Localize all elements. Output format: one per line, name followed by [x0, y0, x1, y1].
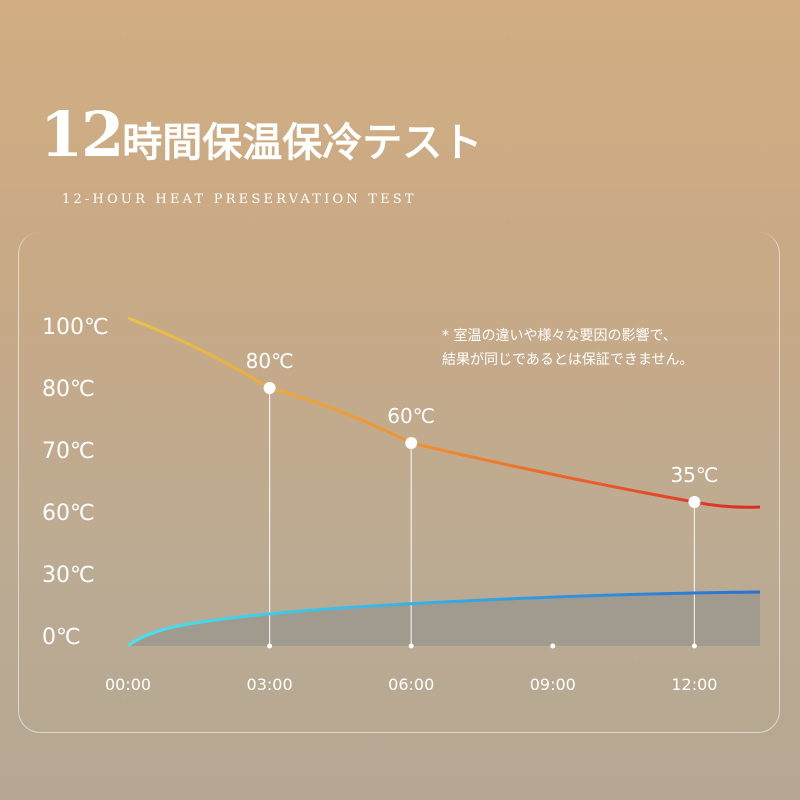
- y-tick-label: 60℃: [42, 501, 95, 526]
- data-point: [405, 437, 418, 449]
- x-tick-label: 12:00: [671, 675, 717, 694]
- title-text: 時間保温保冷テスト: [122, 119, 483, 166]
- data-label: 35℃: [670, 463, 718, 487]
- note-line-1: * 室温の違いや様々な要因の影響で、: [442, 328, 677, 344]
- data-point: [263, 382, 276, 394]
- axis-dot: [408, 643, 414, 649]
- x-tick-label: 06:00: [388, 675, 434, 694]
- data-label: 60℃: [387, 404, 435, 428]
- page-title: 12時間保温保冷テスト: [40, 98, 482, 171]
- x-tick-label: 03:00: [247, 675, 293, 694]
- cold-series-line: [127, 590, 761, 648]
- y-tick-label: 100℃: [42, 315, 109, 340]
- x-tick-label: 09:00: [530, 675, 576, 694]
- y-tick-label: 0℃: [42, 625, 81, 650]
- axis-dot: [550, 643, 556, 649]
- data-point: [688, 496, 701, 508]
- title-number: 12: [40, 98, 124, 171]
- chart-frame: [18, 232, 780, 733]
- y-tick-label: 30℃: [42, 563, 95, 588]
- disclaimer-note: * 室温の違いや様々な要因の影響で、 結果が同じであるとは保証できません。: [442, 324, 693, 372]
- axis-dot: [691, 643, 697, 649]
- page-subtitle: 12-HOUR HEAT PRESERVATION TEST: [62, 192, 417, 207]
- y-tick-label: 80℃: [42, 377, 95, 402]
- axis-dot: [267, 643, 273, 649]
- y-tick-label: 70℃: [42, 439, 95, 464]
- note-line-2: 結果が同じであるとは保証できません。: [442, 352, 694, 368]
- data-label: 80℃: [246, 349, 294, 373]
- cold-area-fill: [128, 592, 760, 646]
- x-tick-label: 00:00: [105, 675, 151, 694]
